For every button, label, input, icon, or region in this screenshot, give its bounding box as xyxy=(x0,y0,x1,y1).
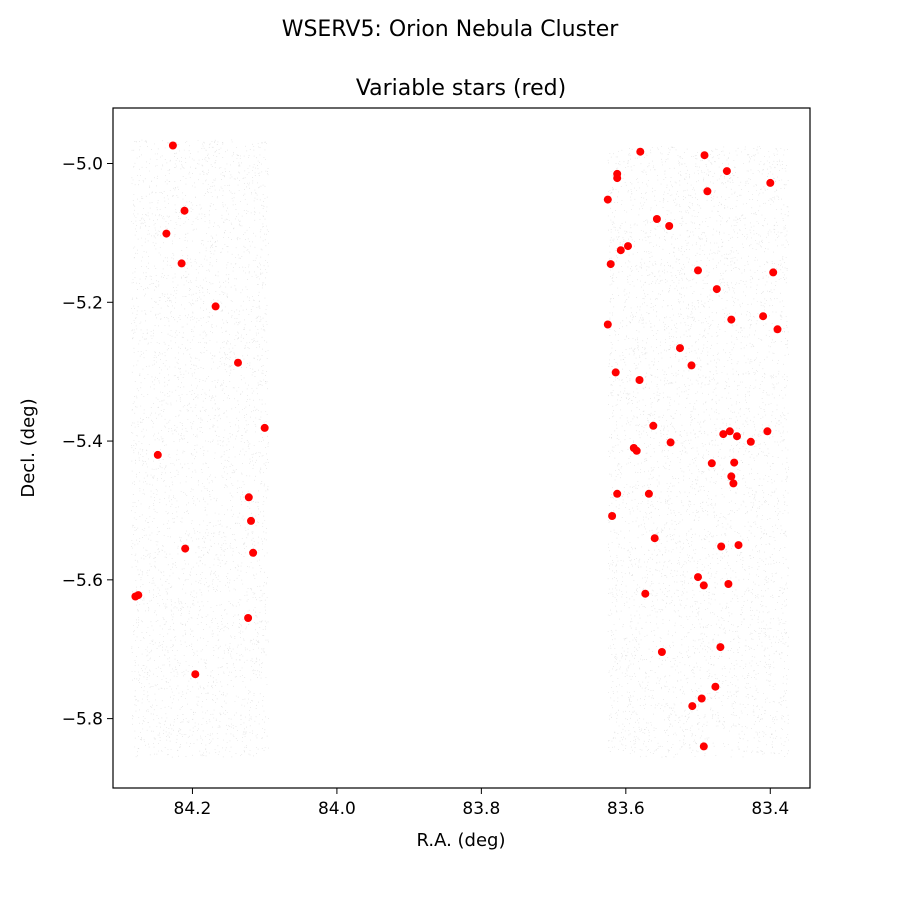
data-point xyxy=(666,438,675,447)
data-point xyxy=(650,534,659,543)
x-tick-label: 84.2 xyxy=(174,799,212,819)
chart-title: Variable stars (red) xyxy=(356,76,566,101)
data-point xyxy=(703,187,712,196)
data-point xyxy=(181,544,190,553)
data-point xyxy=(697,694,706,703)
data-point xyxy=(711,682,720,691)
data-point xyxy=(162,229,171,238)
data-point xyxy=(722,167,731,176)
y-tick-label: −5.0 xyxy=(62,155,103,175)
data-point xyxy=(687,361,696,370)
y-tick-label: −5.8 xyxy=(62,710,103,730)
data-point xyxy=(729,479,738,488)
data-point xyxy=(700,151,709,160)
data-point xyxy=(636,147,645,156)
data-point xyxy=(699,742,708,751)
data-point xyxy=(773,325,782,334)
data-point xyxy=(665,222,674,230)
x-tick-label: 84.0 xyxy=(318,799,356,819)
data-point xyxy=(611,368,620,377)
data-point xyxy=(211,302,220,311)
data-point xyxy=(244,614,253,622)
x-tick-label: 83.6 xyxy=(607,799,645,819)
data-point xyxy=(699,581,708,590)
data-point xyxy=(244,493,253,502)
data-point xyxy=(676,344,684,353)
data-point xyxy=(624,242,632,251)
data-point xyxy=(603,320,612,329)
x-tick-label: 83.4 xyxy=(751,799,789,819)
data-point xyxy=(688,702,697,711)
data-point xyxy=(649,421,658,430)
data-point xyxy=(177,259,186,268)
data-point xyxy=(260,423,269,432)
data-point xyxy=(730,458,739,467)
data-point xyxy=(727,315,736,324)
data-point xyxy=(657,648,666,656)
data-point xyxy=(168,141,177,150)
y-tick-label: −5.4 xyxy=(62,432,103,452)
x-axis-ticks: 84.2 84.0 83.8 83.6 83.4 xyxy=(174,788,789,819)
data-point xyxy=(153,450,162,459)
data-point xyxy=(712,285,721,294)
data-point xyxy=(641,589,650,598)
x-axis-label: R.A. (deg) xyxy=(417,830,506,851)
background-star-field xyxy=(131,139,789,758)
data-point xyxy=(763,427,772,436)
data-point xyxy=(724,580,733,588)
data-point xyxy=(613,174,622,183)
data-point xyxy=(766,178,775,187)
data-point xyxy=(727,472,736,481)
data-point xyxy=(616,246,625,255)
data-point xyxy=(603,195,612,204)
data-point xyxy=(247,516,255,525)
data-point xyxy=(606,260,615,269)
chart-suptitle: WSERV5: Orion Nebula Cluster xyxy=(282,17,620,42)
data-point xyxy=(719,430,728,439)
data-point xyxy=(180,206,189,215)
background-field-region-0 xyxy=(131,139,269,758)
data-point xyxy=(717,542,726,551)
data-point xyxy=(608,512,617,520)
data-point xyxy=(707,459,716,468)
data-point xyxy=(769,268,778,277)
data-point xyxy=(652,215,661,223)
data-point xyxy=(234,358,242,367)
data-point xyxy=(694,266,702,275)
data-point xyxy=(249,548,258,557)
x-tick-label: 83.8 xyxy=(462,799,500,819)
data-point xyxy=(635,376,644,384)
plot-frame xyxy=(112,107,811,789)
y-tick-label: −5.2 xyxy=(62,293,103,313)
data-point xyxy=(716,643,725,652)
data-point xyxy=(694,573,702,582)
y-tick-label: −5.6 xyxy=(62,571,103,591)
data-point xyxy=(734,541,743,550)
data-point xyxy=(733,432,741,441)
y-axis-label: Decl. (deg) xyxy=(18,398,39,497)
data-point xyxy=(191,670,200,679)
data-point xyxy=(613,489,622,498)
data-point xyxy=(725,427,734,436)
data-point xyxy=(131,592,140,601)
data-point xyxy=(632,446,641,455)
variable-stars xyxy=(131,141,782,751)
y-axis-ticks: −5.0 −5.2 −5.4 −5.6 −5.8 xyxy=(62,155,113,730)
data-point xyxy=(759,312,768,321)
data-point xyxy=(644,489,653,498)
data-point xyxy=(746,437,755,446)
